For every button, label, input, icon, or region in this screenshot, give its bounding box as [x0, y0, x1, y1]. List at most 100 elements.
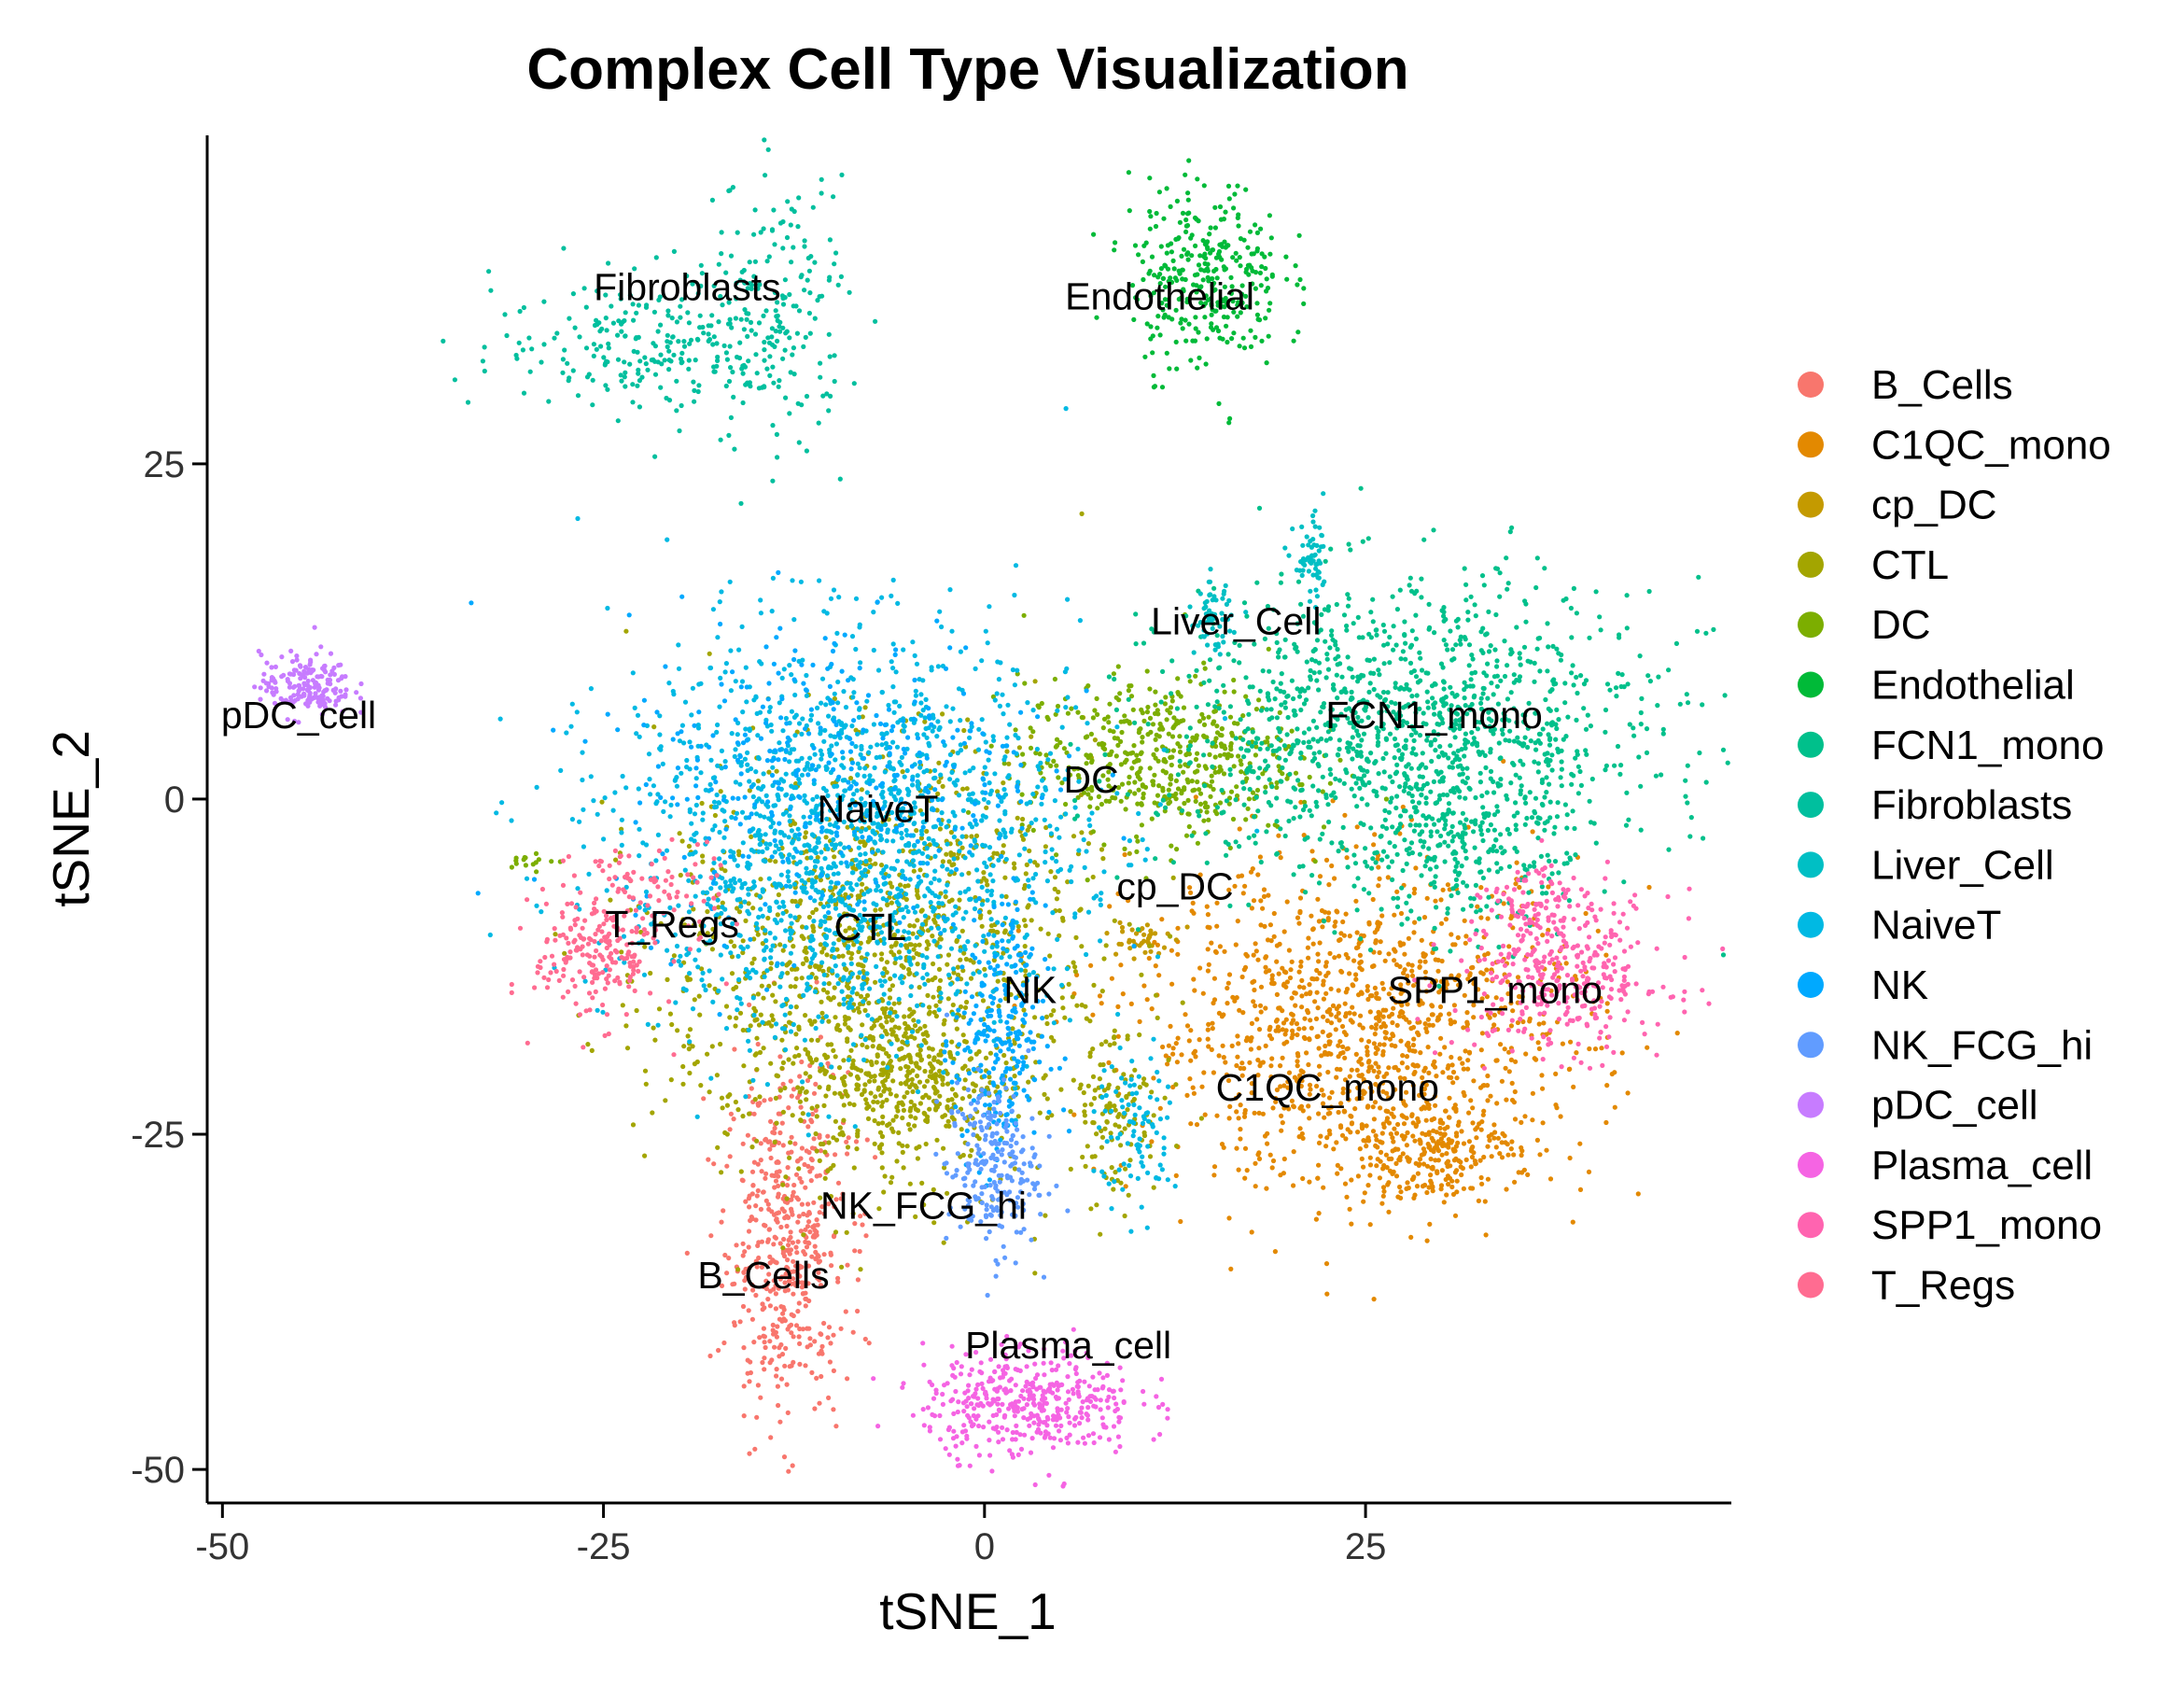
data-point [1513, 1059, 1519, 1064]
data-point [779, 1120, 785, 1126]
data-point [949, 1087, 956, 1092]
data-point [1258, 283, 1264, 288]
data-point [841, 1117, 847, 1123]
data-point [917, 1026, 923, 1032]
data-point [754, 1067, 760, 1073]
data-point [1197, 872, 1203, 878]
data-point [1336, 1043, 1341, 1048]
data-point [1160, 785, 1166, 791]
data-point [1366, 1138, 1372, 1144]
data-point [1398, 656, 1404, 662]
data-point [757, 1335, 763, 1341]
data-point [1442, 826, 1448, 832]
data-point [1314, 967, 1320, 974]
data-point [755, 779, 762, 784]
data-point [1190, 1085, 1196, 1090]
data-point [784, 1196, 790, 1201]
data-point [863, 1233, 869, 1239]
data-point [1323, 960, 1329, 965]
data-point [1394, 889, 1400, 894]
data-point [1187, 885, 1193, 891]
data-point [796, 1052, 802, 1059]
data-point [781, 1253, 788, 1259]
data-point [1339, 1132, 1346, 1138]
data-point [1431, 1128, 1436, 1133]
data-point [1428, 1147, 1434, 1153]
data-point [1020, 751, 1026, 757]
data-point [1309, 913, 1314, 919]
data-point [1381, 769, 1387, 775]
data-point [1298, 963, 1304, 969]
data-point [793, 1004, 799, 1010]
data-point [760, 1301, 765, 1307]
data-point [1183, 172, 1188, 177]
data-point [1486, 1133, 1491, 1139]
data-point [1173, 778, 1179, 784]
data-point [996, 1004, 1001, 1009]
data-point [1505, 663, 1510, 668]
data-point [847, 1027, 853, 1032]
data-point [1337, 757, 1343, 763]
data-point [1085, 1144, 1090, 1149]
data-point [1256, 1110, 1262, 1116]
data-point [784, 1264, 790, 1271]
data-point [1290, 1028, 1295, 1033]
data-point [1189, 779, 1195, 784]
data-point [1118, 962, 1124, 968]
data-point [1330, 1003, 1337, 1008]
data-point [1225, 243, 1230, 248]
data-point [708, 1233, 714, 1239]
data-point [1236, 1116, 1241, 1121]
data-point [1209, 940, 1214, 946]
data-point [1244, 1168, 1250, 1173]
data-point [915, 1052, 920, 1058]
data-point [979, 923, 985, 929]
data-point [1112, 1068, 1117, 1074]
data-point [1397, 784, 1403, 790]
data-point [879, 1150, 885, 1156]
data-point [1416, 800, 1421, 806]
data-point [1325, 916, 1331, 921]
data-point [1080, 1154, 1085, 1160]
data-point [831, 1407, 836, 1412]
data-point [917, 1144, 922, 1149]
data-point [784, 1223, 790, 1229]
data-point [770, 1327, 776, 1333]
data-point [1204, 904, 1210, 909]
data-point [1438, 1187, 1444, 1192]
data-point [1246, 835, 1252, 840]
data-point [747, 1451, 752, 1456]
data-point [1420, 1130, 1425, 1136]
data-point [1184, 924, 1190, 930]
data-point [1184, 211, 1191, 217]
data-point [1321, 824, 1327, 830]
data-point [1345, 955, 1351, 961]
data-point [1234, 1062, 1239, 1069]
data-point [778, 1224, 784, 1230]
data-point [866, 1078, 873, 1084]
data-point [786, 1057, 791, 1062]
data-point [1088, 731, 1094, 737]
data-point [792, 899, 798, 905]
data-point [845, 1376, 850, 1382]
data-point [1307, 1036, 1312, 1042]
data-point [1212, 754, 1218, 760]
data-point [862, 1007, 868, 1013]
data-point [1367, 993, 1374, 999]
data-point [801, 1211, 806, 1217]
data-point [933, 1003, 939, 1008]
data-point [1450, 1080, 1456, 1086]
data-point [890, 1129, 896, 1134]
data-point [751, 956, 757, 962]
data-point [1438, 897, 1444, 903]
data-point [1112, 676, 1117, 682]
data-point [1381, 1124, 1387, 1130]
data-point [1359, 1095, 1365, 1101]
data-point [1371, 656, 1377, 662]
data-point [965, 809, 972, 815]
data-point [1532, 1056, 1537, 1061]
data-point [1137, 1032, 1142, 1038]
data-point [1694, 628, 1701, 634]
data-point [1269, 976, 1275, 982]
